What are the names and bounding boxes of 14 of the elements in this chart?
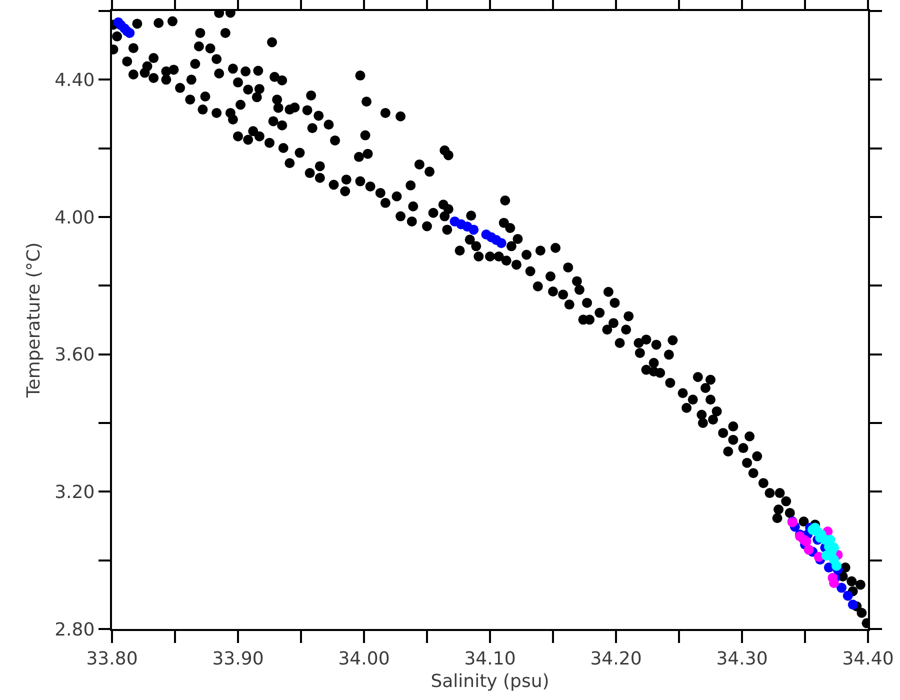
y-tick-label: 2.80 bbox=[54, 619, 95, 640]
x-tick-label: 33.90 bbox=[212, 648, 264, 670]
y-tick-label: 3.60 bbox=[54, 344, 95, 366]
y-tick-label: 4.00 bbox=[54, 207, 95, 228]
x-tick-label: 34.00 bbox=[338, 648, 390, 670]
x-tick-label: 34.10 bbox=[464, 648, 516, 670]
y-tick-label: 4.40 bbox=[54, 70, 95, 91]
x-tick-label: 33.80 bbox=[86, 648, 138, 670]
x-tick-label: 34.40 bbox=[842, 648, 894, 670]
x-tick-label: 34.20 bbox=[590, 648, 642, 670]
y-axis-title: Temperature (°C) bbox=[23, 242, 44, 399]
x-axis-title: Salinity (psu) bbox=[430, 670, 550, 692]
y-tick-label: 3.20 bbox=[54, 482, 95, 503]
x-tick-label: 34.30 bbox=[716, 648, 768, 670]
